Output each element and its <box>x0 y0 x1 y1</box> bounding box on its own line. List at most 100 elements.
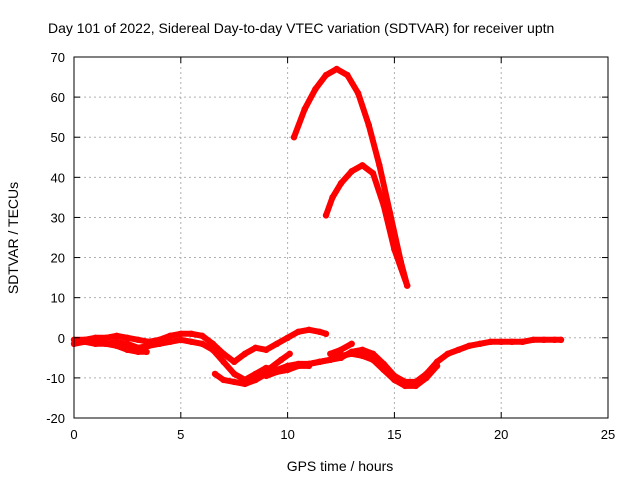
data-point <box>322 71 330 79</box>
y-tick-label: 10 <box>51 291 65 306</box>
data-point <box>92 338 99 345</box>
data-point <box>359 346 366 353</box>
data-point <box>487 338 494 345</box>
data-point <box>231 378 238 386</box>
data-point <box>359 352 366 359</box>
data-point <box>423 374 430 382</box>
data-point <box>267 364 274 372</box>
data-point <box>295 362 302 370</box>
data-point <box>444 350 451 357</box>
data-point <box>348 168 355 175</box>
data-point <box>316 328 323 335</box>
data-point <box>211 370 219 378</box>
data-point <box>102 340 110 347</box>
y-tick-label: -20 <box>46 411 65 426</box>
y-tick-label: 50 <box>51 130 65 145</box>
data-point <box>337 352 345 359</box>
data-point <box>209 340 216 347</box>
data-point <box>337 180 345 187</box>
data-point <box>113 332 120 339</box>
data-point <box>220 358 227 365</box>
data-point <box>401 382 409 390</box>
data-point <box>316 358 323 365</box>
data-point <box>322 330 330 337</box>
data-point <box>322 212 330 219</box>
data-point <box>369 356 377 363</box>
x-tick-label: 5 <box>177 427 184 442</box>
data-point <box>391 376 398 384</box>
data-point <box>241 350 249 357</box>
data-point <box>530 336 537 343</box>
data-point <box>498 338 505 345</box>
data-point <box>145 342 152 349</box>
data-point <box>344 71 351 79</box>
data-point <box>188 338 195 345</box>
x-tick-label: 0 <box>70 427 77 442</box>
y-tick-label: 30 <box>51 210 65 225</box>
data-point <box>124 340 131 347</box>
data-point <box>124 346 131 353</box>
data-point <box>220 350 227 357</box>
x-axis-ticks: 0 5 10 15 20 25 <box>70 57 615 442</box>
data-point <box>256 370 263 378</box>
data-point <box>327 350 334 357</box>
data-point <box>113 342 120 349</box>
data-point <box>231 370 238 378</box>
data-point <box>102 334 110 341</box>
grid-lines <box>74 57 608 418</box>
data-point <box>188 330 195 337</box>
data-point <box>209 346 216 353</box>
x-tick-label: 15 <box>387 427 401 442</box>
series-group <box>70 65 565 390</box>
data-point <box>412 382 419 390</box>
data-point <box>124 334 131 341</box>
x-tick-label: 25 <box>601 427 615 442</box>
chart-title: Day 101 of 2022, Sidereal Day-to-day VTE… <box>48 20 554 36</box>
data-point <box>404 282 411 289</box>
data-point <box>177 330 184 337</box>
y-tick-label: 60 <box>51 90 65 105</box>
data-point <box>156 340 163 347</box>
data-point <box>305 360 313 368</box>
data-point <box>327 356 334 363</box>
data-point <box>508 338 516 345</box>
data-point <box>177 336 184 343</box>
data-point <box>380 202 387 209</box>
y-axis-title: SDTVAR / TECUs <box>5 182 21 294</box>
data-point <box>540 336 548 343</box>
y-tick-label: 0 <box>58 331 65 346</box>
data-point <box>348 340 355 347</box>
data-point <box>134 336 142 343</box>
x-tick-label: 10 <box>280 427 294 442</box>
plot-frame <box>73 56 609 419</box>
data-point <box>337 346 345 353</box>
data-point <box>376 162 383 169</box>
y-tick-label: -10 <box>46 371 65 386</box>
series-track-high-arc <box>291 66 411 289</box>
data-point <box>380 366 387 374</box>
data-point <box>81 338 88 345</box>
data-point <box>284 334 291 341</box>
data-point <box>365 122 372 129</box>
data-point <box>252 344 259 351</box>
data-point <box>231 358 238 365</box>
data-point <box>246 374 253 382</box>
data-point <box>220 376 227 384</box>
data-point <box>466 342 473 349</box>
data-point <box>305 326 313 333</box>
data-point <box>278 356 285 363</box>
data-point <box>241 380 249 388</box>
data-point <box>166 338 174 345</box>
data-point <box>369 350 377 357</box>
data-point <box>166 332 174 339</box>
x-tick-label: 20 <box>494 427 508 442</box>
data-point <box>329 194 336 201</box>
data-point <box>333 65 340 73</box>
data-point <box>273 340 281 347</box>
data-point <box>286 350 293 357</box>
y-tick-label: 20 <box>51 251 65 266</box>
data-point <box>348 350 355 357</box>
data-point <box>134 348 142 355</box>
data-point <box>551 336 558 343</box>
